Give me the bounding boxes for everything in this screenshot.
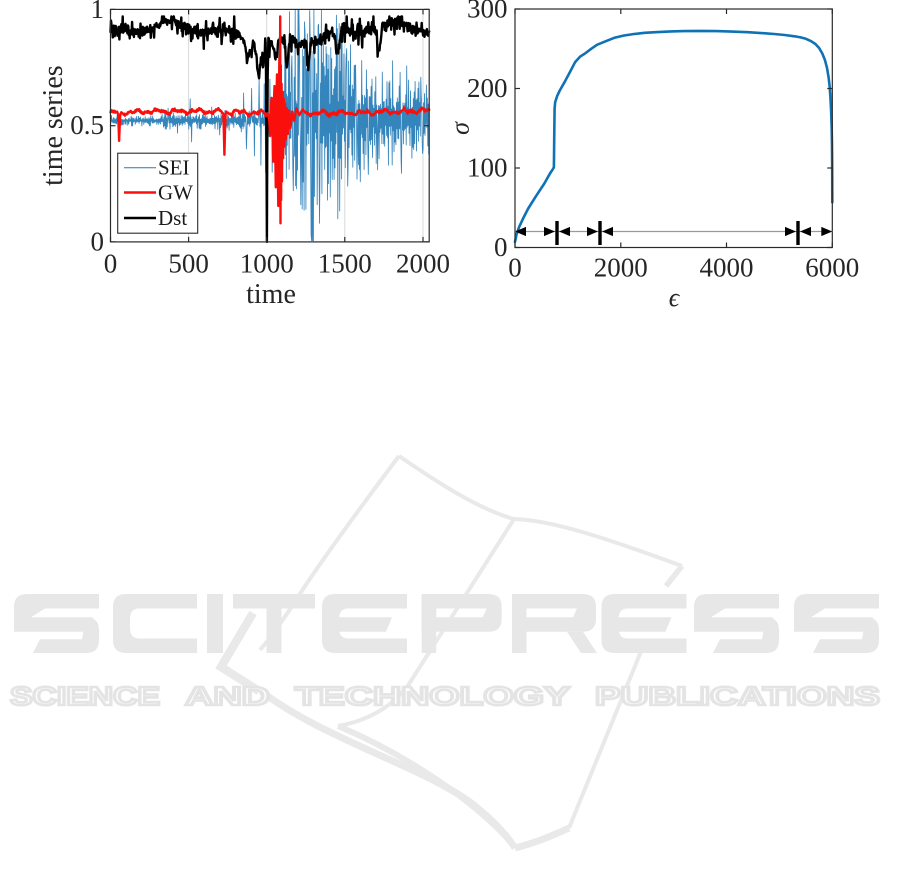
svg-text:Dst: Dst [158, 206, 187, 230]
svg-text:σ: σ [446, 121, 475, 135]
svg-text:0.5: 0.5 [70, 110, 104, 140]
svg-text:GW: GW [158, 181, 193, 205]
svg-text:1: 1 [91, 0, 105, 24]
svg-text:0: 0 [508, 253, 522, 283]
svg-text:4000: 4000 [700, 253, 754, 283]
svg-text:SCIENCE: SCIENCE [10, 681, 160, 711]
svg-text:0: 0 [91, 227, 105, 257]
svg-text:ϵ: ϵ [669, 283, 681, 312]
svg-text:2000: 2000 [594, 253, 648, 283]
svg-text:2000: 2000 [396, 249, 450, 279]
svg-text:6000: 6000 [805, 253, 859, 283]
svg-text:TECHNOLOGY: TECHNOLOGY [295, 681, 570, 711]
svg-text:SEI: SEI [158, 156, 190, 180]
svg-text:AND: AND [185, 681, 270, 711]
svg-text:1500: 1500 [318, 249, 372, 279]
svg-text:1000: 1000 [240, 249, 294, 279]
svg-text:100: 100 [467, 153, 508, 183]
svg-text:PUBLICATIONS: PUBLICATIONS [595, 681, 880, 711]
svg-text:0: 0 [104, 249, 118, 279]
svg-text:200: 200 [467, 73, 508, 103]
svg-text:time series: time series [38, 65, 69, 186]
svg-text:300: 300 [467, 0, 508, 24]
svg-text:time: time [246, 279, 296, 310]
svg-text:500: 500 [168, 249, 209, 279]
svg-text:0: 0 [494, 232, 508, 262]
